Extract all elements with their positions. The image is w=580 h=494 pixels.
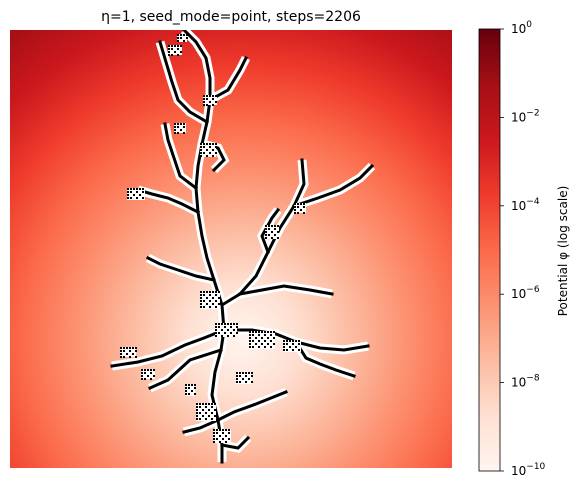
- colorbar-label: Potential φ (log scale): [556, 186, 570, 317]
- cluster-blob: [283, 340, 301, 352]
- cluster-blob: [236, 372, 253, 384]
- cluster-blob: [168, 45, 182, 56]
- colorbar-tick-label: 10−2: [511, 108, 540, 124]
- colorbar-tick-label: 10−6: [511, 285, 540, 301]
- colorbar: 100 10−2 10−4 10−6 10−8 10−10 Potential φ (lo…: [479, 20, 570, 478]
- potential-field: [10, 30, 452, 468]
- colorbar-tick-label: 10−4: [511, 197, 540, 213]
- cluster-blob: [120, 347, 137, 358]
- cluster-blob: [127, 188, 145, 200]
- cluster-blob: [294, 203, 306, 214]
- cluster-blob: [215, 323, 238, 337]
- cluster-blob: [174, 123, 186, 134]
- colorbar-ticks: 100 10−2 10−4 10−6 10−8 10−10: [500, 20, 546, 478]
- cluster-blob: [177, 34, 188, 42]
- cluster-blob: [249, 331, 275, 349]
- heatmap-plot: [10, 30, 452, 468]
- cluster-blob: [141, 369, 155, 380]
- colorbar-tick-label: 100: [511, 20, 532, 36]
- cluster-blob: [200, 291, 220, 309]
- cluster-blob: [213, 429, 231, 443]
- cluster-blob: [196, 403, 216, 421]
- cluster-blob: [200, 143, 217, 157]
- cluster-blob: [265, 225, 279, 239]
- cluster-blob: [185, 384, 196, 396]
- colorbar-tick-label: 10−10: [511, 462, 546, 478]
- colorbar-gradient: [479, 29, 500, 471]
- chart-title: η=1, seed_mode=point, steps=2206: [101, 9, 361, 25]
- cluster-blob: [203, 95, 217, 106]
- colorbar-tick-label: 10−8: [511, 374, 540, 390]
